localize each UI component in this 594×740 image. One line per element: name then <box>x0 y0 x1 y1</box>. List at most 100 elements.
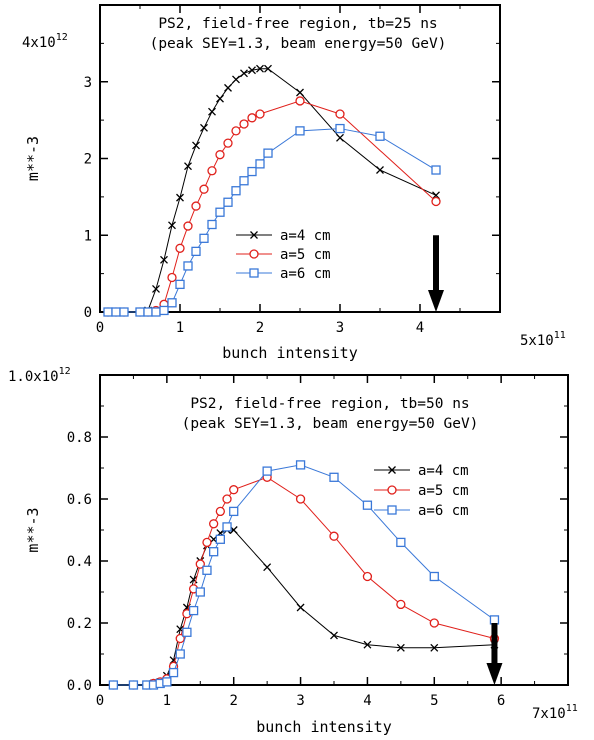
data-point <box>222 494 232 504</box>
chart-title: PS2, field-free region, tb=50 ns <box>190 396 469 412</box>
data-point <box>362 500 373 510</box>
data-point <box>167 298 177 308</box>
data-point <box>430 643 439 652</box>
y-tick-label: 0.4 <box>67 554 92 570</box>
data-point <box>264 64 272 73</box>
data-point <box>329 531 339 541</box>
data-point <box>215 150 225 160</box>
x-scale-label-exponent: 11 <box>554 330 566 341</box>
data-point <box>143 307 153 317</box>
data-point <box>222 522 232 532</box>
data-point <box>199 184 209 194</box>
series-x <box>104 64 440 316</box>
data-point <box>239 176 249 186</box>
series-line <box>108 100 437 313</box>
data-point <box>168 221 176 230</box>
arrow-head <box>486 663 503 685</box>
x-tick-label: 3 <box>296 693 304 709</box>
legend-marker <box>249 249 259 259</box>
chart-subtitle: (peak SEY=1.3, beam energy=50 GeV) <box>182 416 479 432</box>
data-point <box>215 207 225 217</box>
data-point <box>256 64 264 73</box>
data-point <box>195 559 205 569</box>
legend-label: a=6 cm <box>280 266 331 282</box>
legend-label: a=5 cm <box>280 247 331 263</box>
data-point <box>152 285 160 293</box>
data-point <box>160 255 168 264</box>
data-point <box>167 272 177 283</box>
arrow-head <box>428 290 444 312</box>
data-point <box>296 88 304 97</box>
data-point <box>231 186 241 196</box>
legend-label: a=4 cm <box>418 463 469 479</box>
data-point <box>207 166 217 176</box>
series-circle <box>103 96 441 317</box>
legend-label: a=5 cm <box>418 483 469 499</box>
x-tick-label: 0 <box>96 320 104 336</box>
y-scale-label-exponent: 12 <box>56 32 68 43</box>
data-point <box>375 131 385 141</box>
y-tick-label: 0.6 <box>67 492 92 508</box>
data-point <box>183 261 193 271</box>
y-tick-label: 1 <box>84 228 92 244</box>
data-point <box>335 123 345 134</box>
data-point <box>216 94 224 103</box>
data-point <box>103 307 113 317</box>
data-point <box>239 119 249 129</box>
data-point <box>295 460 306 470</box>
data-point <box>223 197 233 207</box>
data-point <box>336 133 344 142</box>
data-point <box>229 506 239 517</box>
data-point <box>229 485 239 495</box>
data-point <box>429 618 439 628</box>
y-top-tick-label-exponent: 12 <box>59 366 71 377</box>
x-scale-label-mantissa: 5x10 <box>520 333 554 349</box>
series-line <box>108 68 437 313</box>
data-point <box>175 279 185 290</box>
data-point <box>329 472 339 482</box>
x-scale-label: 5x1011 <box>520 330 566 349</box>
x-tick-label: 5 <box>430 693 438 709</box>
data-point <box>207 219 217 230</box>
x-tick-label: 1 <box>176 320 184 336</box>
data-point <box>183 221 193 231</box>
y-tick-label: 0.2 <box>67 616 92 632</box>
data-point <box>431 196 441 207</box>
y-axis-label: m**-3 <box>24 136 42 181</box>
data-point <box>240 69 248 78</box>
data-point <box>489 615 500 625</box>
data-point <box>111 307 121 317</box>
data-point <box>255 109 265 119</box>
data-point <box>223 138 233 148</box>
arrow-shaft <box>491 623 498 665</box>
series-square <box>108 460 500 690</box>
legend-marker <box>387 485 397 495</box>
data-point <box>202 565 212 575</box>
data-point <box>182 627 192 637</box>
y-tick-label: 0.8 <box>67 430 92 446</box>
x-tick-label: 4 <box>363 693 371 709</box>
data-point <box>263 148 273 158</box>
arrow-shaft <box>433 235 439 292</box>
data-point <box>168 667 179 678</box>
data-point <box>159 305 169 316</box>
data-point <box>128 680 139 690</box>
data-point <box>215 506 225 517</box>
data-point <box>335 109 345 119</box>
data-point <box>362 571 373 582</box>
data-point <box>396 537 406 548</box>
y-tick-label: 0 <box>84 305 92 321</box>
data-point <box>295 126 305 136</box>
data-point <box>151 307 161 317</box>
series-square <box>103 123 441 317</box>
data-point <box>224 83 232 92</box>
x-tick-label: 3 <box>336 320 344 336</box>
series-line <box>113 529 495 686</box>
chart-tb50: 0 1 2 3 4 5 60.00.20.40.60.87x10111.0x1012bunc… <box>8 366 578 736</box>
series-x <box>109 526 499 689</box>
data-point <box>184 162 192 171</box>
data-point <box>431 165 441 175</box>
data-point <box>192 141 200 150</box>
